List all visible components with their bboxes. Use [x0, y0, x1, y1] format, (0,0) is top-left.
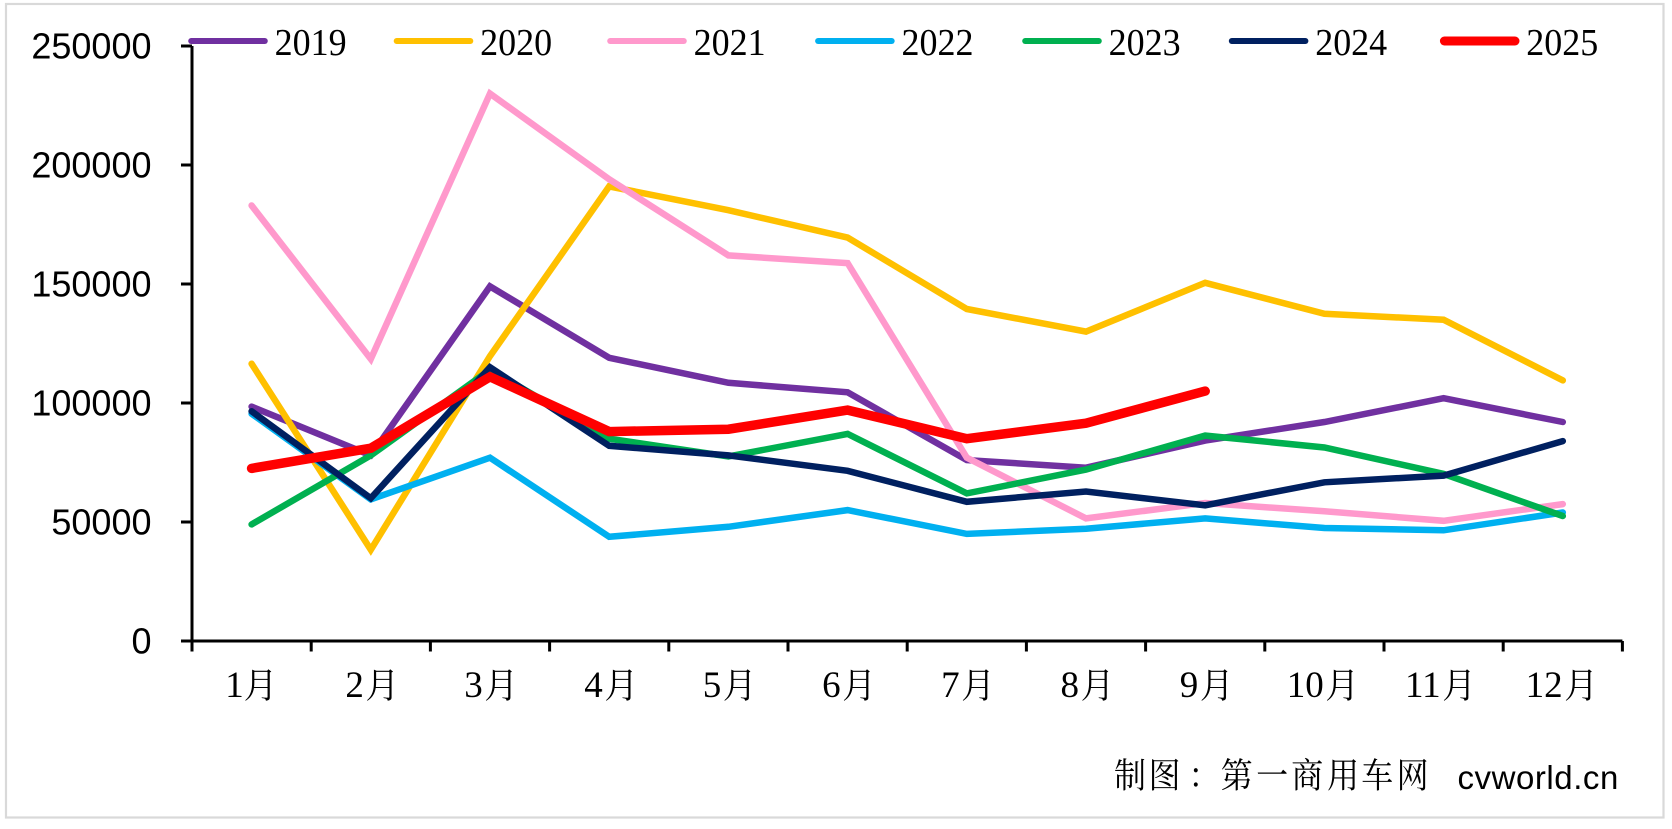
svg-text:3: 3: [464, 665, 483, 706]
svg-text:5: 5: [703, 665, 722, 706]
svg-text:2021: 2021: [694, 22, 766, 64]
svg-text:0: 0: [131, 620, 151, 661]
svg-text:150000: 150000: [31, 263, 151, 304]
svg-text:100000: 100000: [31, 382, 151, 423]
svg-text:cvworld.cn: cvworld.cn: [1458, 759, 1619, 796]
svg-text:2: 2: [345, 665, 364, 706]
svg-text:9: 9: [1180, 665, 1199, 706]
svg-text:12: 12: [1526, 665, 1563, 706]
svg-text:11: 11: [1405, 665, 1441, 706]
svg-text:10: 10: [1287, 665, 1324, 706]
svg-text:7: 7: [941, 665, 960, 706]
svg-text:2020: 2020: [480, 22, 552, 64]
svg-text:2019: 2019: [275, 22, 347, 64]
svg-text:2025: 2025: [1526, 22, 1598, 64]
svg-text:50000: 50000: [51, 501, 151, 542]
svg-text:4: 4: [584, 665, 603, 706]
svg-text:2022: 2022: [902, 22, 974, 64]
svg-text:1: 1: [225, 665, 244, 706]
svg-text:6: 6: [822, 665, 841, 706]
svg-text:2023: 2023: [1109, 22, 1181, 64]
svg-text:200000: 200000: [31, 144, 151, 185]
svg-text:2024: 2024: [1315, 22, 1387, 64]
svg-text:8: 8: [1061, 665, 1080, 706]
svg-text:250000: 250000: [31, 25, 151, 66]
